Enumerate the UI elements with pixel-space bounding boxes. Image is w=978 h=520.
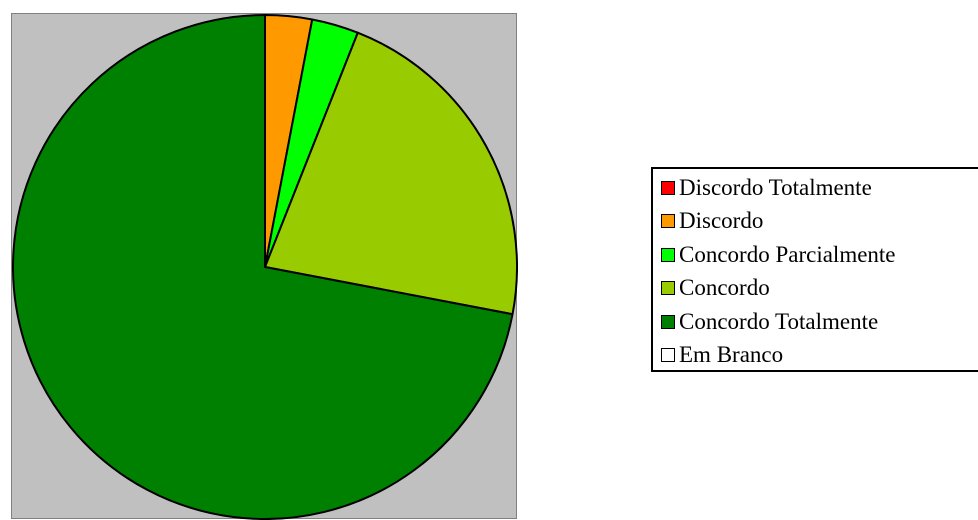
legend-label: Concordo	[679, 275, 770, 301]
legend-swatch	[661, 180, 675, 195]
legend-label: Discordo	[679, 208, 764, 234]
legend-swatch	[661, 247, 675, 262]
legend-item: Concordo Totalmente	[653, 305, 978, 339]
legend-swatch	[661, 214, 675, 229]
legend-swatch	[661, 314, 675, 329]
legend-item: Em Branco	[653, 339, 978, 373]
legend-item: Discordo Totalmente	[653, 171, 978, 205]
pie-slice-concordo-totalmente	[12, 14, 514, 520]
legend-item: Concordo	[653, 272, 978, 306]
pie-chart	[12, 14, 518, 520]
legend-label: Concordo Totalmente	[679, 308, 879, 334]
legend-item: Concordo Parcialmente	[653, 238, 978, 272]
legend-label: Em Branco	[679, 342, 784, 368]
legend-label: Discordo Totalmente	[679, 174, 872, 200]
legend-swatch	[661, 348, 675, 363]
legend-label: Concordo Parcialmente	[679, 241, 896, 267]
plot-area	[11, 13, 518, 520]
legend: Discordo Totalmente Discordo Concordo Parc…	[651, 167, 978, 372]
pie-slice-concordo	[264, 31, 518, 316]
legend-swatch	[661, 281, 675, 296]
legend-item: Discordo	[653, 205, 978, 239]
